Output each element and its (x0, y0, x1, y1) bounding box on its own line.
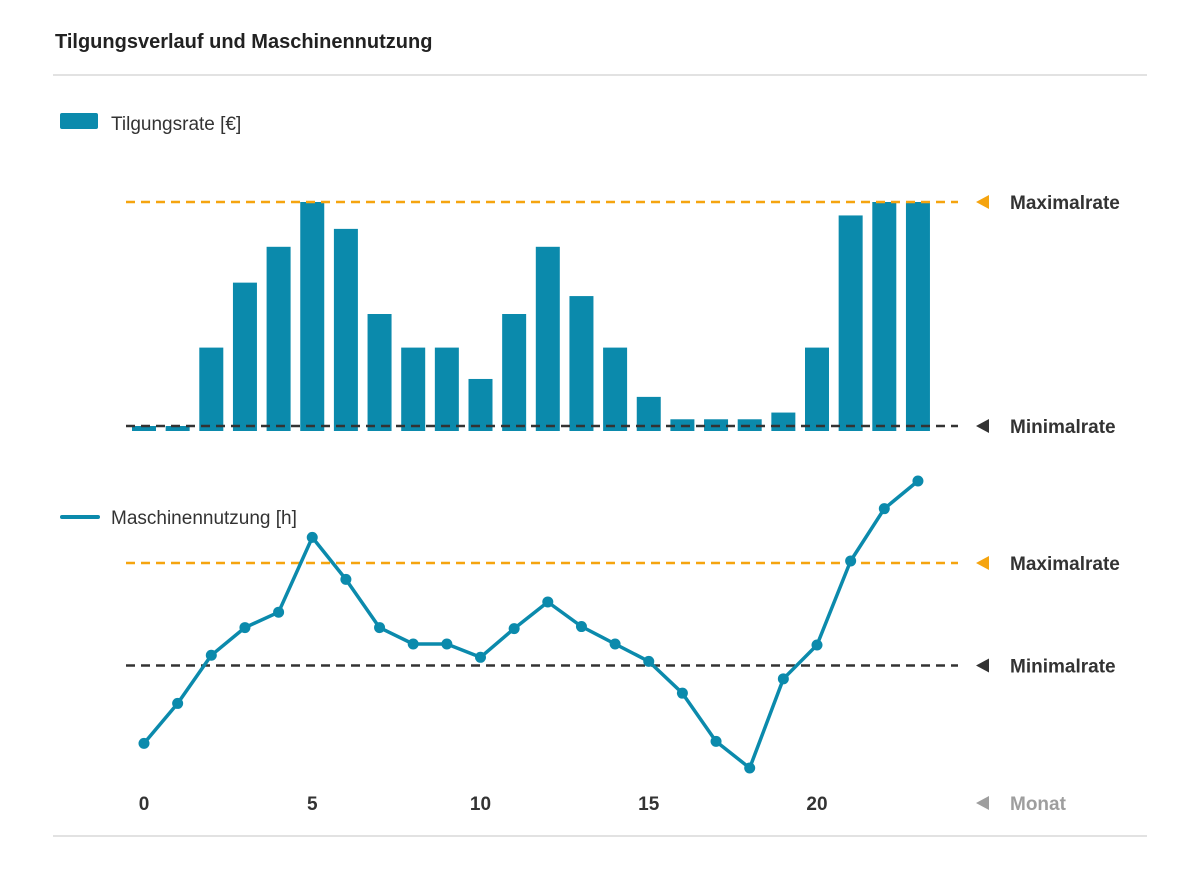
chart-title: Tilgungsverlauf und Maschinennutzung (55, 31, 433, 53)
x-tick-label-20: 20 (806, 794, 827, 815)
bar-month-22 (872, 202, 897, 431)
bar-month-6 (333, 228, 358, 431)
x-axis-marker-icon (976, 796, 989, 810)
bar-month-10 (468, 378, 493, 431)
usage-point-month-4 (273, 606, 285, 618)
bar-month-0 (132, 426, 156, 431)
bar-month-5 (300, 202, 325, 431)
bar-max-marker-icon (976, 195, 989, 209)
bar-max-reference-label: Maximalrate (1010, 193, 1120, 214)
usage-point-month-6 (340, 573, 352, 585)
usage-point-month-3 (239, 622, 251, 634)
bar-month-8 (401, 347, 426, 431)
usage-point-month-10 (475, 651, 486, 663)
line-min-marker-icon (976, 658, 989, 673)
bar-month-19 (771, 412, 796, 431)
bar-legend-label: Tilgungsrate [€] (111, 114, 241, 135)
usage-point-month-12 (542, 596, 554, 608)
bar-panel (60, 113, 930, 431)
bar-month-12 (535, 246, 560, 431)
bar-month-21 (838, 215, 863, 431)
usage-point-month-1 (172, 697, 184, 709)
usage-point-month-13 (575, 621, 587, 633)
bar-min-marker-icon (976, 419, 989, 433)
bar-month-9 (434, 347, 459, 431)
line-max-marker-icon (976, 556, 989, 570)
usage-point-month-7 (374, 622, 386, 634)
line-legend-label: Maschinennutzung [h] (111, 508, 297, 529)
bar-month-2 (199, 347, 224, 431)
x-axis-name: Monat (1010, 794, 1067, 815)
usage-point-month-9 (441, 638, 453, 650)
bar-month-4 (266, 246, 291, 431)
bottom-divider (53, 835, 1147, 837)
usage-point-month-2 (205, 649, 217, 661)
bar-min-reference-label: Minimalrate (1010, 417, 1116, 438)
x-tick-label-15: 15 (638, 794, 660, 815)
usage-point-month-21 (845, 555, 857, 567)
usage-point-month-11 (508, 623, 520, 635)
x-tick-label-10: 10 (470, 794, 491, 815)
bar-month-14 (603, 347, 628, 431)
bar-month-7 (367, 314, 392, 431)
x-tick-label-0: 0 (139, 794, 150, 815)
usage-series-line (142, 479, 920, 770)
bar-month-1 (165, 426, 190, 431)
usage-point-month-16 (676, 687, 688, 699)
usage-point-month-19 (777, 673, 789, 685)
bar-month-11 (502, 314, 527, 431)
usage-point-month-8 (407, 638, 419, 650)
bar-legend-swatch (60, 113, 98, 129)
usage-point-month-15 (643, 655, 655, 667)
usage-point-month-22 (878, 503, 890, 515)
bar-month-20 (805, 347, 829, 431)
usage-point-month-17 (710, 735, 722, 747)
usage-point-month-18 (744, 762, 756, 774)
bar-month-23 (905, 202, 930, 431)
usage-point-month-5 (306, 531, 318, 543)
x-tick-label-5: 5 (307, 794, 318, 815)
usage-point-month-0 (138, 737, 150, 749)
bar-month-13 (569, 296, 594, 431)
usage-point-month-20 (811, 639, 823, 651)
top-divider (53, 74, 1147, 76)
line-max-reference-label: Maximalrate (1010, 554, 1120, 575)
line-min-reference-label: Minimalrate (1010, 657, 1116, 678)
usage-point-month-14 (609, 638, 621, 650)
bar-month-3 (232, 282, 257, 431)
usage-point-month-23 (912, 475, 924, 487)
